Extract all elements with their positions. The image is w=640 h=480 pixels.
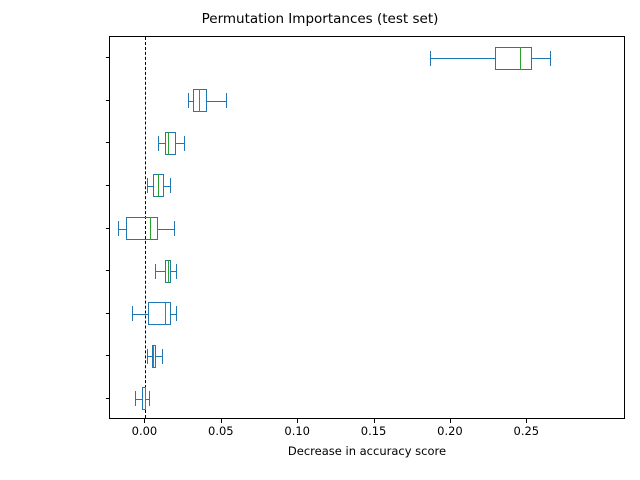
- x-tick-label-0.25: 0.25: [513, 424, 540, 438]
- y-tick-embarked: [105, 312, 109, 314]
- y-tick-parch: [105, 270, 109, 272]
- median-line: [165, 302, 167, 326]
- whisker-high: [156, 356, 163, 358]
- cap-high: [226, 93, 228, 109]
- x-tick-label-0.20: 0.20: [437, 424, 463, 438]
- cap-high: [174, 221, 176, 236]
- box-iqr: [165, 131, 176, 155]
- whisker-low: [188, 100, 193, 102]
- cap-high: [175, 263, 177, 279]
- median-line: [144, 387, 146, 411]
- median-line: [168, 131, 170, 155]
- cap-high: [175, 306, 177, 322]
- whisker-low: [146, 185, 154, 187]
- whisker-high: [171, 313, 176, 315]
- page-title: Permutation Importances (test set): [201, 11, 439, 27]
- boxplot-sibsp: [110, 37, 624, 418]
- x-tick-0.20: [449, 419, 451, 423]
- x-tick-0.15: [373, 419, 375, 423]
- whisker-high: [175, 143, 184, 145]
- y-tick-sex: [105, 57, 109, 59]
- whisker-low: [146, 356, 152, 358]
- box-iqr: [495, 46, 532, 70]
- boxplot-age: [110, 37, 624, 418]
- cap-low: [131, 306, 133, 322]
- whisker-high: [531, 58, 551, 60]
- cap-low: [188, 93, 190, 109]
- plot-axes: [109, 36, 625, 419]
- median-line: [198, 89, 200, 113]
- cap-low: [135, 391, 137, 407]
- median-line: [153, 344, 155, 368]
- x-tick-0.10: [297, 419, 299, 423]
- box-iqr: [165, 259, 172, 283]
- x-tick-0.25: [526, 419, 528, 423]
- x-tick-0.05: [220, 419, 222, 423]
- cap-high: [149, 391, 151, 407]
- boxplot-sex: [110, 37, 624, 418]
- whisker-low: [117, 228, 126, 230]
- median-line: [150, 217, 152, 240]
- boxplot-embarked: [110, 37, 624, 418]
- cap-high: [162, 348, 164, 364]
- y-tick-sibsp: [105, 355, 109, 357]
- y-tick-random_cat: [105, 397, 109, 399]
- whisker-high: [157, 228, 175, 230]
- cap-low: [146, 348, 148, 364]
- y-tick-fare: [105, 142, 109, 144]
- cap-low: [429, 50, 431, 66]
- whisker-low: [154, 271, 166, 273]
- whisker-high: [171, 271, 176, 273]
- x-axis-label: Decrease in accuracy score: [287, 444, 447, 458]
- cap-high: [169, 178, 171, 194]
- boxplot-pclass: [110, 37, 624, 418]
- x-tick-label-0.10: 0.10: [284, 424, 310, 438]
- whisker-low: [157, 143, 166, 145]
- cap-low: [117, 221, 119, 236]
- cap-low: [157, 135, 159, 151]
- x-tick-label-0.05: 0.05: [208, 424, 234, 438]
- cap-low: [154, 263, 156, 279]
- whisker-high: [163, 185, 170, 187]
- cap-high: [550, 50, 552, 66]
- boxplot-fare: [110, 37, 624, 418]
- whisker-low: [429, 58, 496, 60]
- plot-area: [110, 37, 624, 418]
- box-iqr: [148, 302, 172, 326]
- x-tick-label-0.15: 0.15: [360, 424, 387, 438]
- y-tick-random_num: [105, 227, 109, 229]
- x-tick-0.00: [144, 419, 146, 423]
- boxplot-random_cat: [110, 37, 624, 418]
- boxplot-random_num: [110, 37, 624, 418]
- median-line: [157, 174, 159, 198]
- y-tick-pclass: [105, 99, 109, 101]
- whisker-high: [146, 398, 150, 400]
- median-line: [168, 259, 170, 283]
- zero-reference-line: [145, 37, 147, 418]
- cap-low: [146, 178, 148, 194]
- box-iqr: [125, 217, 158, 240]
- boxplot-parch: [110, 37, 624, 418]
- whisker-low: [131, 313, 149, 315]
- y-tick-age: [105, 184, 109, 186]
- whisker-low: [135, 398, 142, 400]
- box-iqr: [141, 387, 147, 411]
- cap-high: [183, 135, 185, 151]
- median-line: [519, 46, 521, 70]
- whisker-high: [206, 100, 227, 102]
- x-tick-label-0.00: 0.00: [131, 424, 158, 438]
